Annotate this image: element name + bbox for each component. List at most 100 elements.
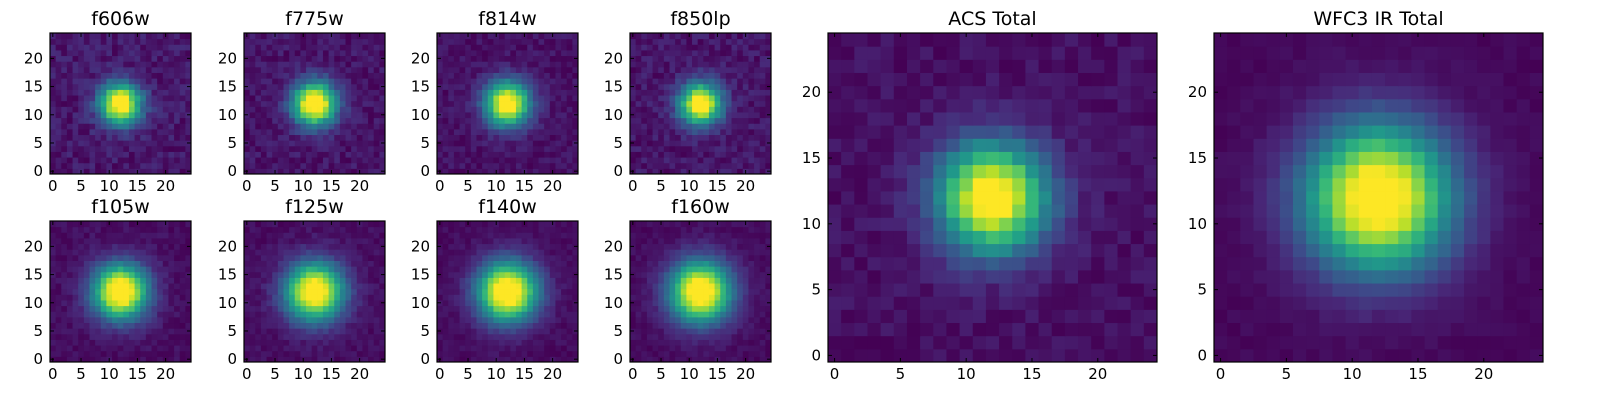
heatmap-cell xyxy=(373,311,380,318)
heatmap-cell xyxy=(544,33,551,40)
heatmap-cell xyxy=(561,145,568,152)
heatmap-cell xyxy=(675,72,682,79)
heatmap-cell xyxy=(362,33,369,40)
heatmap-cell xyxy=(168,117,175,124)
heatmap-cell xyxy=(260,89,268,96)
heatmap-cell xyxy=(765,339,772,346)
heatmap-cell xyxy=(249,311,256,318)
heatmap-cell xyxy=(708,140,716,147)
heatmap-cell xyxy=(373,339,380,346)
heatmap-cell xyxy=(72,49,79,57)
heatmap-cell xyxy=(179,356,186,363)
heatmap-cell xyxy=(527,145,534,152)
heatmap-cell xyxy=(145,66,153,73)
heatmap-cell xyxy=(697,145,704,152)
heatmap-cell xyxy=(117,89,124,96)
heatmap-cell xyxy=(759,44,766,51)
heatmap-cell xyxy=(555,322,562,329)
heatmap-cell xyxy=(151,38,158,45)
heatmap-cell xyxy=(95,249,102,256)
heatmap-cell xyxy=(499,356,506,363)
heatmap-cell xyxy=(117,254,124,261)
heatmap-cell xyxy=(100,249,107,256)
heatmap-cell xyxy=(765,345,772,352)
heatmap-cell xyxy=(561,266,568,273)
heatmap-cell xyxy=(379,33,386,40)
heatmap-cell xyxy=(83,221,90,228)
y-tick-label: 0 xyxy=(420,350,430,368)
heatmap-cell xyxy=(368,61,375,68)
heatmap-cell xyxy=(442,249,449,256)
heatmap-cell xyxy=(675,162,682,169)
heatmap-cell xyxy=(561,44,568,51)
heatmap-cell xyxy=(112,134,119,141)
heatmap-cell xyxy=(663,288,670,295)
heatmap-cell xyxy=(482,55,489,62)
heatmap-cell xyxy=(244,311,251,318)
heatmap-cell xyxy=(368,283,375,290)
heatmap-cell xyxy=(95,254,102,261)
heatmap-cell xyxy=(168,345,175,352)
heatmap-cell xyxy=(78,311,85,318)
heatmap-cell xyxy=(437,350,444,357)
heatmap-cell xyxy=(646,299,654,307)
heatmap-cell xyxy=(680,49,687,57)
heatmap-cell xyxy=(244,72,251,79)
heatmap-cell xyxy=(362,66,369,73)
heatmap-cell xyxy=(658,117,665,124)
heatmap-cell xyxy=(72,78,79,85)
heatmap-cell xyxy=(168,95,175,102)
heatmap-cell xyxy=(765,72,772,79)
heatmap-cell xyxy=(50,350,57,357)
heatmap-cell xyxy=(680,271,687,278)
heatmap-cell xyxy=(134,328,141,335)
heatmap-cell xyxy=(544,44,551,51)
heatmap-cell xyxy=(294,49,301,57)
heatmap-cell xyxy=(658,316,665,324)
heatmap-cell xyxy=(499,83,506,90)
heatmap-cell xyxy=(515,316,523,324)
heatmap-cell xyxy=(737,157,744,164)
heatmap-cell xyxy=(283,254,290,261)
heatmap-cell xyxy=(78,157,85,164)
heatmap-cell xyxy=(157,55,164,62)
heatmap-cell xyxy=(561,237,568,245)
heatmap-cell xyxy=(373,350,380,357)
heatmap-cell xyxy=(294,305,301,312)
heatmap-cell xyxy=(117,128,124,136)
heatmap-cell xyxy=(538,134,545,141)
heatmap-cell xyxy=(283,288,290,295)
heatmap-cell xyxy=(686,277,693,284)
heatmap-cell xyxy=(515,95,523,102)
heatmap-cell xyxy=(504,322,511,329)
heatmap-cell xyxy=(345,95,352,102)
heatmap-cell xyxy=(476,83,483,90)
heatmap-cell xyxy=(140,260,147,267)
heatmap-cell xyxy=(289,283,296,290)
heatmap-cell xyxy=(465,266,472,273)
heatmap-cell xyxy=(470,78,477,85)
heatmap-cell xyxy=(538,83,545,90)
heatmap-cell xyxy=(675,311,682,318)
heatmap-cell xyxy=(754,100,761,107)
heatmap-cell xyxy=(487,151,494,158)
heatmap-cell xyxy=(549,95,556,102)
heatmap-cell xyxy=(134,260,141,267)
heatmap-cell xyxy=(561,311,568,318)
heatmap-cell xyxy=(95,123,102,130)
heatmap-cell xyxy=(306,33,313,40)
heatmap-cell xyxy=(675,333,682,340)
heatmap-cell xyxy=(72,221,79,228)
heatmap-cell xyxy=(697,299,704,307)
heatmap-cell xyxy=(157,288,164,295)
heatmap-cell xyxy=(635,49,642,57)
heatmap-cell xyxy=(555,61,562,68)
heatmap-cell xyxy=(317,333,324,340)
heatmap-cell xyxy=(100,145,107,152)
heatmap-cell xyxy=(572,333,579,340)
heatmap-cell xyxy=(493,311,500,318)
heatmap-cell xyxy=(334,339,341,346)
heatmap-cell xyxy=(549,243,556,250)
heatmap-cell xyxy=(566,123,573,130)
heatmap-cell xyxy=(482,260,489,267)
